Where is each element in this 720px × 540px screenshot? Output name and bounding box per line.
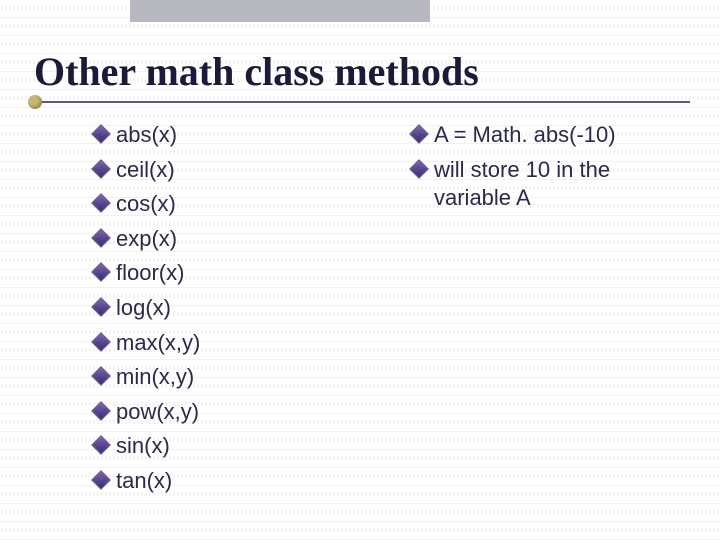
right-column: A = Math. abs(-10) will store 10 in the … — [412, 121, 690, 502]
diamond-bullet-icon — [91, 401, 111, 421]
list-item: sin(x) — [94, 432, 372, 461]
title-underline — [30, 101, 690, 103]
list-item: min(x,y) — [94, 363, 372, 392]
diamond-bullet-icon — [91, 332, 111, 352]
content-columns: abs(x) ceil(x) cos(x) exp(x) floor(x) lo… — [30, 113, 690, 502]
list-item: abs(x) — [94, 121, 372, 150]
diamond-bullet-icon — [91, 159, 111, 179]
diamond-bullet-icon — [91, 228, 111, 248]
diamond-bullet-icon — [91, 297, 111, 317]
method-name: sin(x) — [116, 432, 170, 461]
list-item: will store 10 in the variable A — [412, 156, 690, 213]
list-item: tan(x) — [94, 467, 372, 496]
list-item: log(x) — [94, 294, 372, 323]
list-item: ceil(x) — [94, 156, 372, 185]
method-name: ceil(x) — [116, 156, 175, 185]
diamond-bullet-icon — [91, 262, 111, 282]
diamond-bullet-icon — [91, 193, 111, 213]
diamond-bullet-icon — [91, 470, 111, 490]
example-text: will store 10 in the variable A — [434, 156, 690, 213]
list-item: exp(x) — [94, 225, 372, 254]
list-item: cos(x) — [94, 190, 372, 219]
method-name: log(x) — [116, 294, 171, 323]
example-text: A = Math. abs(-10) — [434, 121, 616, 150]
method-name: abs(x) — [116, 121, 177, 150]
slide-content: Other math class methods abs(x) ceil(x) … — [0, 0, 720, 502]
list-item: floor(x) — [94, 259, 372, 288]
diamond-bullet-icon — [409, 159, 429, 179]
diamond-bullet-icon — [91, 124, 111, 144]
list-item: max(x,y) — [94, 329, 372, 358]
method-name: cos(x) — [116, 190, 176, 219]
method-name: floor(x) — [116, 259, 184, 288]
diamond-bullet-icon — [409, 124, 429, 144]
method-name: tan(x) — [116, 467, 172, 496]
method-name: exp(x) — [116, 225, 177, 254]
method-name: pow(x,y) — [116, 398, 199, 427]
left-column: abs(x) ceil(x) cos(x) exp(x) floor(x) lo… — [94, 121, 372, 502]
method-name: min(x,y) — [116, 363, 194, 392]
diamond-bullet-icon — [91, 435, 111, 455]
title-accent-dot — [28, 95, 42, 109]
list-item: A = Math. abs(-10) — [412, 121, 690, 150]
method-name: max(x,y) — [116, 329, 200, 358]
diamond-bullet-icon — [91, 366, 111, 386]
slide-title: Other math class methods — [30, 48, 690, 95]
list-item: pow(x,y) — [94, 398, 372, 427]
